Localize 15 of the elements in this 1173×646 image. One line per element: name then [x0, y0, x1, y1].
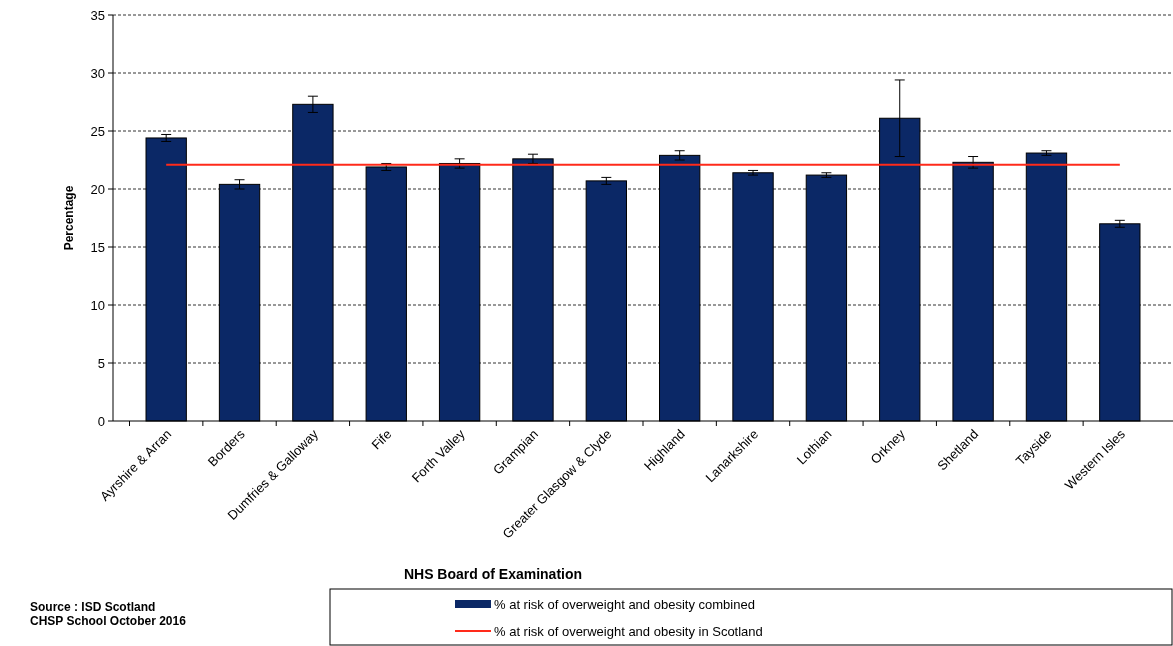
y-tick-label: 30	[90, 65, 105, 81]
legend-label: % at risk of overweight and obesity in Scotland	[494, 623, 763, 639]
y-tick-label: 35	[90, 7, 105, 23]
y-tick-label: 10	[90, 297, 105, 313]
y-tick-label: 5	[97, 355, 105, 371]
source-note: Source : ISD Scotland	[30, 600, 156, 614]
text: CHSP School October 2016	[30, 614, 187, 628]
y-tick-label: 15	[90, 239, 105, 255]
y-tick-label: 20	[90, 181, 105, 197]
y-tick-label: 0	[97, 413, 105, 429]
y-axis-title: Percentage	[62, 185, 76, 251]
x-tick-label: Fife	[368, 426, 395, 453]
y-tick-label: 25	[90, 123, 105, 139]
legend-label: % at risk of overweight and obesity combined	[494, 596, 755, 612]
x-axis-title: NHS Board of Examination	[403, 566, 583, 582]
